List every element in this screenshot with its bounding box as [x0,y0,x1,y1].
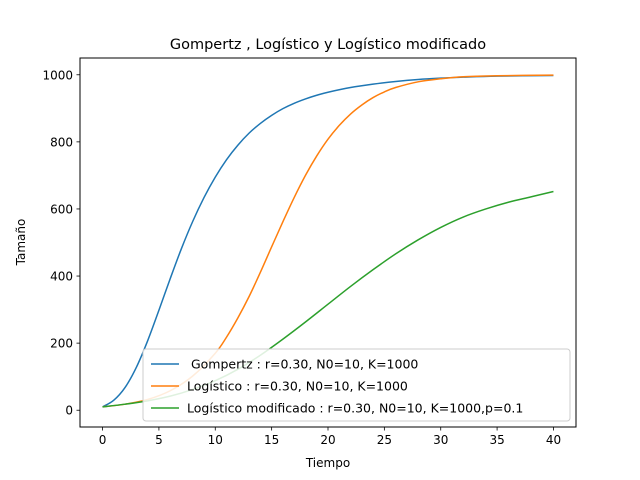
x-axis-label: Tiempo [305,456,350,470]
series-line-1 [102,74,554,408]
x-tick-label: 35 [489,433,504,447]
x-tick-label: 15 [264,433,279,447]
x-tick-label: 5 [155,433,163,447]
y-tick-label: 600 [50,202,73,216]
y-tick-label: 0 [65,404,73,418]
y-axis-label: Tamaño [14,219,28,267]
chart-title: Gompertz , Logístico y Logístico modific… [170,37,486,53]
legend-label-2: Logístico : r=0.30, N0=10, K=1000 [187,379,408,394]
x-tick-label: 10 [208,433,223,447]
legend-label-1: Gompertz : r=0.30, N0=10, K=1000 [187,357,418,372]
plot-frame [79,57,577,428]
x-tick-label: 30 [433,433,448,447]
y-tick-label: 400 [50,270,73,284]
y-tick-label: 1000 [42,68,73,82]
x-tick-label: 25 [377,433,392,447]
x-tick-label: 20 [320,433,335,447]
y-tick-label: 800 [50,135,73,149]
x-tick-label: 0 [99,433,107,447]
y-tick-label: 200 [50,337,73,351]
legend-box [142,348,571,422]
x-tick-label: 40 [546,433,561,447]
legend-label-3: Logístico modificado : r=0.30, N0=10, K=… [187,401,523,416]
legend: Gompertz : r=0.30, N0=10, K=1000 Logístic… [142,348,571,422]
